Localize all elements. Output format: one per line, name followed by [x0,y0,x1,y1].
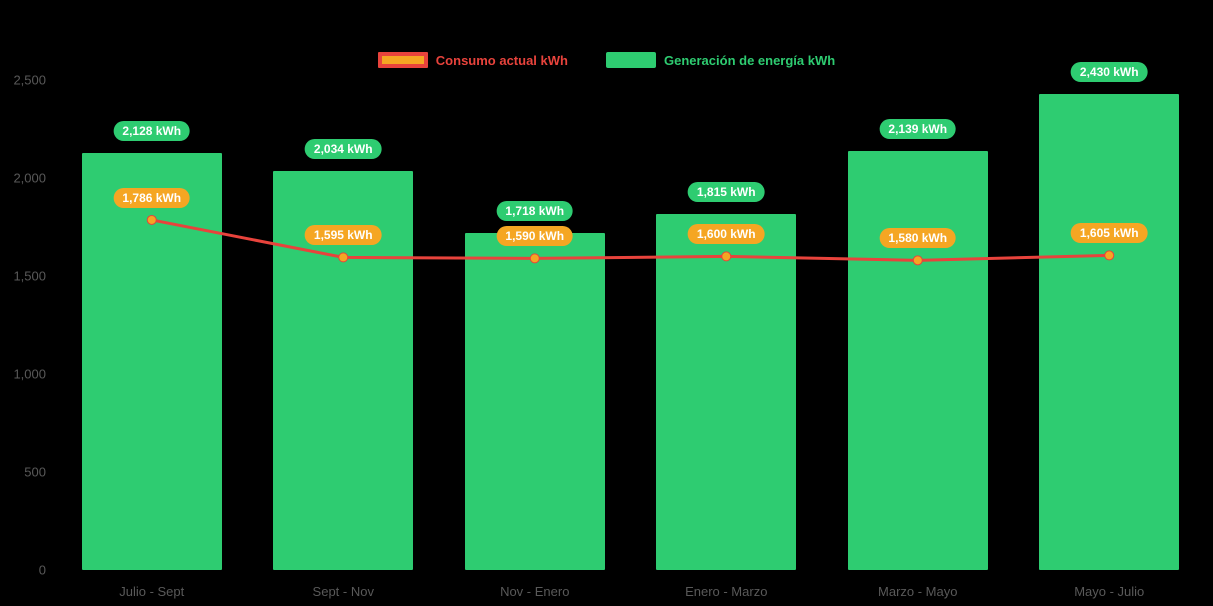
consumption-point[interactable] [338,252,349,263]
generation-value-badge: 2,034 kWh [304,139,382,160]
legend-item-generacion[interactable]: Generación de energía kWh [605,52,836,68]
consumo-swatch-icon [377,52,428,68]
generation-value-badge: 2,430 kWh [1070,61,1148,82]
consumption-point[interactable] [146,214,157,225]
generation-bar[interactable] [1039,93,1180,570]
generacion-swatch-icon [605,52,656,68]
legend-label-generacion: Generación de energía kWh [663,52,836,68]
y-axis-tick: 1,500 [13,268,46,284]
legend-label-consumo: Consumo actual kWh [435,52,568,68]
y-axis-tick: 0 [38,562,46,578]
consumption-point[interactable] [912,255,923,266]
x-axis-tick: Enero - Marzo [685,584,768,599]
x-axis-tick: Nov - Enero [500,584,570,599]
y-axis-tick: 500 [24,464,46,480]
legend-item-consumo[interactable]: Consumo actual kWh [377,52,568,68]
x-axis-tick: Marzo - Mayo [878,584,958,599]
consumption-value-badge: 1,605 kWh [1070,223,1148,244]
consumption-value-badge: 1,590 kWh [496,226,574,247]
consumption-point[interactable] [529,253,540,264]
y-axis-tick: 2,000 [13,170,46,186]
x-axis-tick: Mayo - Julio [1074,584,1145,599]
generation-value-badge: 2,128 kWh [113,120,191,141]
x-axis-tick: Sept - Nov [312,584,374,599]
generation-value-badge: 2,139 kWh [879,118,957,139]
consumption-value-badge: 1,786 kWh [113,187,191,208]
generation-bar[interactable] [847,150,988,570]
consumption-value-badge: 1,600 kWh [687,224,765,245]
consumption-point[interactable] [1104,250,1115,261]
generation-value-badge: 1,718 kWh [496,201,574,222]
chart-legend: Consumo actual kWh Generación de energía… [0,52,1213,68]
consumption-value-badge: 1,580 kWh [879,228,957,249]
generation-bar[interactable] [656,214,797,570]
generation-value-badge: 1,815 kWh [687,182,765,203]
y-axis-tick: 2,500 [13,72,46,88]
consumption-value-badge: 1,595 kWh [304,225,382,246]
x-axis-tick: Julio - Sept [119,584,185,599]
generation-bar[interactable] [464,233,605,570]
consumption-point[interactable] [721,251,732,262]
y-axis-tick: 1,000 [13,366,46,382]
